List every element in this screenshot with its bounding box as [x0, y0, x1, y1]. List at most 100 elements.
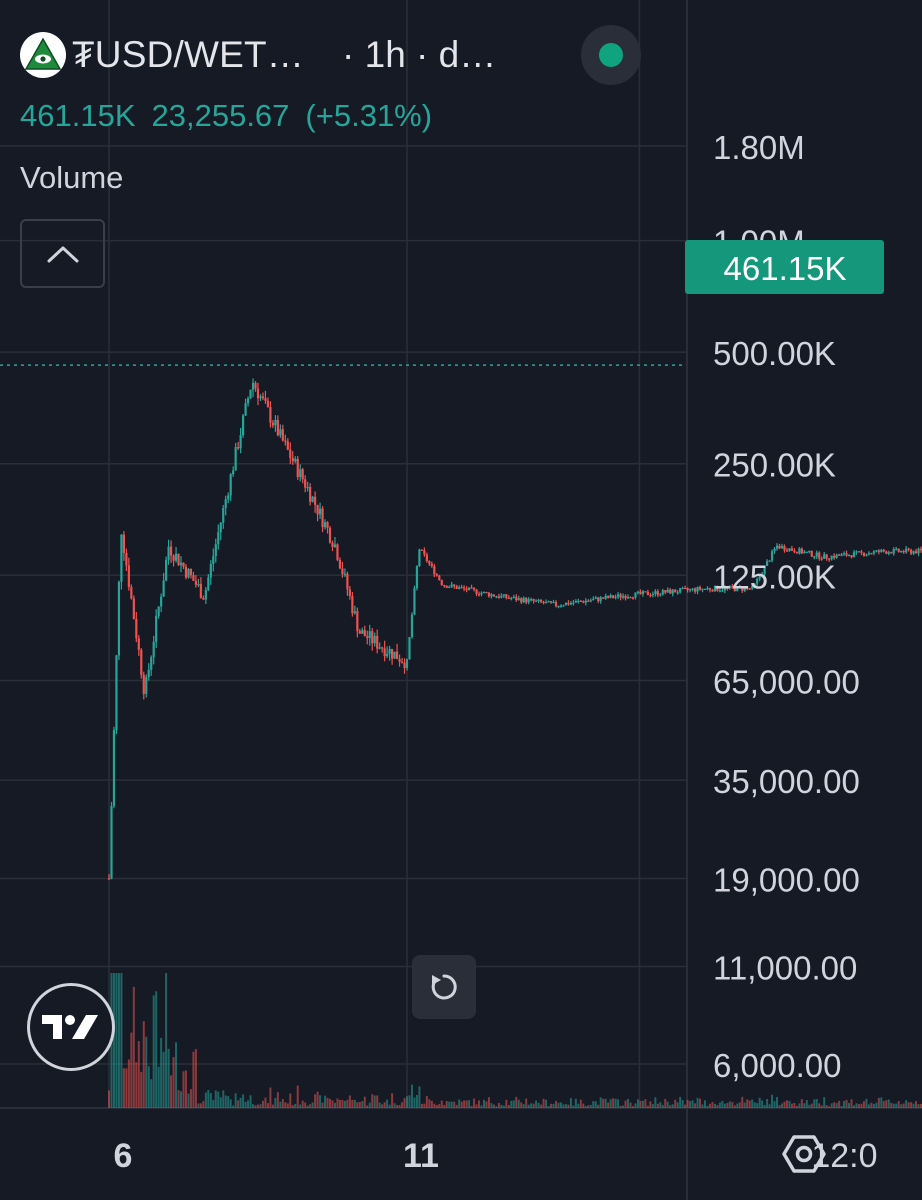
candle-body — [110, 805, 113, 879]
volume-bar — [435, 1104, 438, 1108]
volume-bar — [840, 1106, 843, 1108]
candle-body — [472, 587, 476, 590]
settings-hexagon-icon[interactable] — [778, 1128, 830, 1180]
collapse-legend-button[interactable] — [20, 219, 105, 288]
candle-body — [773, 548, 776, 552]
volume-bar — [771, 1094, 774, 1108]
volume-bar — [671, 1104, 674, 1108]
candle-body — [828, 558, 831, 560]
volume-bar — [674, 1099, 677, 1108]
candle-body — [840, 554, 843, 556]
candle-body — [475, 589, 478, 594]
candle-body — [624, 595, 627, 599]
volume-bar — [572, 1105, 575, 1108]
candle-body — [629, 597, 632, 599]
time-axis[interactable]: 6 11 12:0 — [114, 1137, 878, 1175]
volume-bar — [455, 1104, 458, 1108]
candle-body — [495, 596, 498, 598]
volume-bar — [361, 1101, 364, 1108]
candle-body — [731, 586, 734, 588]
volume-bar — [319, 1095, 322, 1108]
volume-bar — [135, 1062, 138, 1108]
volume-bar — [157, 1066, 160, 1108]
y-tick-label: 11,000.00 — [713, 949, 857, 986]
candle-body — [418, 549, 421, 567]
candle-body — [358, 631, 361, 634]
candle-body — [636, 591, 640, 593]
volume-bar — [388, 1104, 391, 1108]
volume-bar — [510, 1100, 513, 1108]
market-status-button[interactable] — [581, 25, 641, 85]
candle-body — [507, 597, 510, 600]
volume-bar — [810, 1103, 813, 1108]
candle-body — [872, 551, 875, 554]
volume-bar — [418, 1086, 421, 1108]
current-price-tag: 461.15K — [685, 240, 884, 294]
volume-bar — [649, 1101, 652, 1108]
volume-bar — [512, 1100, 515, 1108]
volume-bar — [517, 1099, 520, 1108]
volume-bar — [264, 1097, 267, 1108]
candle-body — [140, 649, 143, 675]
volume-bar — [892, 1103, 895, 1108]
volume-bar — [684, 1104, 687, 1108]
candle-body — [549, 601, 553, 603]
candle-body — [127, 565, 130, 588]
volume-bar — [478, 1100, 481, 1108]
candle-body — [505, 594, 508, 598]
volume-bar — [490, 1103, 493, 1108]
candle-body — [130, 587, 133, 599]
candle-body — [326, 522, 329, 528]
candle-body — [450, 584, 453, 587]
candle-body — [768, 560, 771, 562]
volume-bar — [579, 1099, 582, 1108]
volume-bar — [872, 1103, 875, 1108]
candle-body — [813, 556, 816, 558]
volume-bar — [269, 1087, 272, 1108]
candle-body — [408, 636, 411, 660]
volume-bar — [162, 1051, 165, 1108]
symbol-legend[interactable]: ₮USD/WET… · 1h · d… — [20, 32, 496, 78]
volume-bar — [550, 1103, 553, 1108]
candle-body — [487, 592, 491, 597]
candle-body — [301, 469, 304, 480]
reset-chart-button[interactable] — [412, 955, 476, 1019]
candle-body — [880, 549, 883, 553]
candle-body — [291, 457, 294, 462]
volume-bar — [753, 1102, 756, 1108]
candle-body — [510, 598, 513, 600]
volume-bar — [378, 1102, 381, 1108]
volume-bar — [371, 1094, 374, 1108]
candle-body — [919, 548, 922, 551]
volume-bar — [887, 1099, 890, 1108]
volume-bar — [763, 1104, 766, 1108]
volume-bar — [733, 1105, 736, 1108]
candle-body — [756, 578, 759, 584]
price-axis[interactable]: 1.80M1.00M500.00K250.00K125.00K65,000.00… — [713, 129, 860, 1084]
candle-body — [691, 588, 694, 590]
candle-body — [567, 602, 570, 605]
volume-bar — [915, 1101, 918, 1108]
candle-body — [373, 635, 376, 644]
y-tick-label: 65,000.00 — [713, 664, 860, 701]
candle-body — [234, 447, 237, 471]
tradingview-logo-icon[interactable] — [27, 983, 115, 1071]
symbol-name[interactable]: ₮USD/WET… — [72, 34, 305, 75]
indicator-label[interactable]: Volume — [20, 160, 124, 195]
candle-body — [537, 599, 540, 602]
candle-body — [785, 550, 789, 552]
volume-bar — [651, 1104, 654, 1108]
candle-body — [309, 487, 312, 502]
volume-bar — [736, 1103, 739, 1108]
candle-body — [897, 548, 900, 552]
y-tick-label: 19,000.00 — [713, 861, 860, 898]
candle-body — [716, 586, 719, 591]
volume-bar — [552, 1103, 555, 1108]
candle-body — [609, 595, 612, 598]
interval-label[interactable]: · 1h · d… — [342, 34, 497, 75]
volume-bar — [306, 1105, 309, 1108]
candle-body — [304, 479, 307, 488]
volume-bar — [199, 1103, 202, 1108]
volume-bar — [708, 1103, 711, 1108]
